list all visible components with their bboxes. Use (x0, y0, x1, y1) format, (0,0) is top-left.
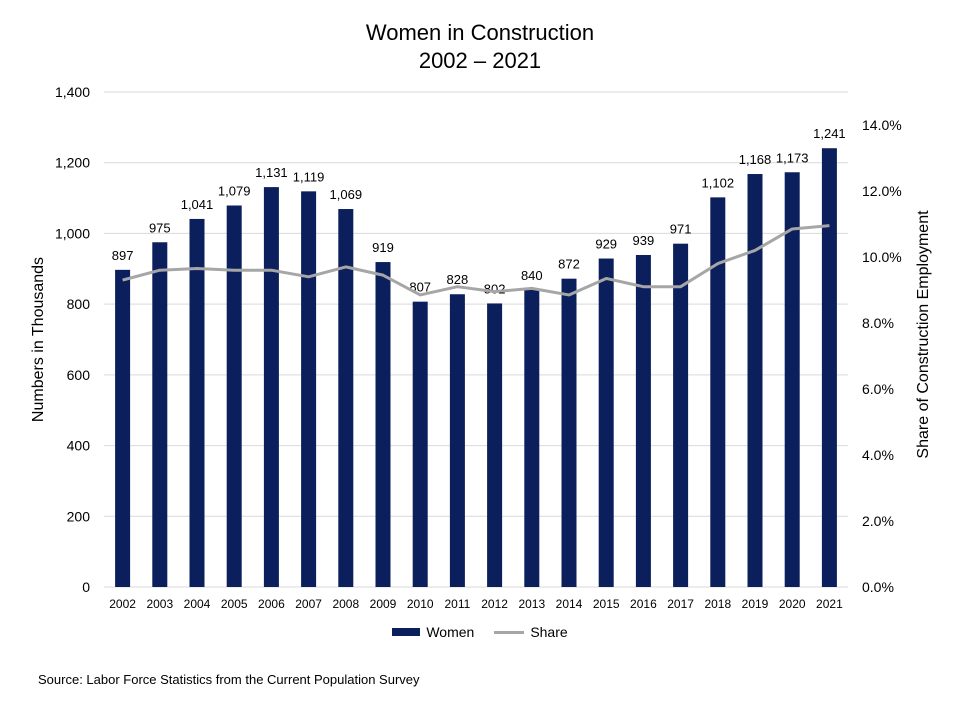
bar (710, 197, 726, 587)
bar-data-label: 939 (633, 233, 655, 248)
bar-data-label: 929 (595, 237, 617, 252)
y-left-tick-label: 1,400 (55, 84, 90, 100)
y-right-tick-label: 14.0% (862, 117, 902, 133)
bar-data-label: 1,131 (255, 165, 288, 180)
bar (673, 243, 689, 588)
x-tick-label: 2014 (556, 597, 583, 611)
x-tick-label: 2020 (779, 597, 806, 611)
bar-data-label: 919 (372, 240, 394, 255)
x-tick-label: 2018 (704, 597, 731, 611)
chart-title: Women in Construction (365, 20, 595, 45)
y-right-tick-label: 0.0% (862, 579, 894, 595)
y-right-tick-label: 4.0% (862, 447, 894, 463)
x-tick-label: 2008 (332, 597, 359, 611)
legend-label-women: Women (426, 624, 475, 640)
bar-data-label: 802 (484, 281, 506, 296)
bar-data-label: 1,168 (739, 152, 772, 167)
bar-data-label: 971 (670, 222, 692, 237)
x-tick-label: 2009 (370, 597, 397, 611)
bar (152, 242, 168, 587)
x-tick-label: 2015 (593, 597, 620, 611)
y-left-tick-label: 1,000 (55, 225, 90, 241)
source-note: Source: Labor Force Statistics from the … (38, 672, 420, 687)
y-right-axis-title: Share of Construction Employment (915, 210, 932, 459)
bar-data-label: 897 (112, 248, 134, 263)
bar-data-label: 975 (149, 220, 171, 235)
x-tick-label: 2012 (481, 597, 508, 611)
bar-data-label: 1,102 (702, 175, 735, 190)
bar (487, 303, 503, 587)
bar (784, 172, 800, 587)
x-tick-label: 2021 (816, 597, 843, 611)
y-right-tick-label: 8.0% (862, 315, 894, 331)
x-tick-label: 2002 (109, 597, 136, 611)
y-left-tick-label: 400 (67, 438, 91, 454)
bar (263, 187, 279, 587)
x-tick-label: 2017 (667, 597, 694, 611)
bar (635, 254, 651, 587)
bar (561, 278, 577, 587)
y-right-tick-label: 12.0% (862, 183, 902, 199)
bar (598, 258, 614, 587)
y-left-tick-label: 200 (67, 508, 91, 524)
y-left-tick-label: 600 (67, 367, 91, 383)
bar (524, 290, 540, 587)
legend-item-share: Share (494, 624, 568, 640)
y-left-axis-title: Numbers in Thousands (30, 257, 47, 422)
chart-subtitle: 2002 – 2021 (418, 48, 542, 73)
bar (449, 294, 465, 587)
x-tick-label: 2013 (518, 597, 545, 611)
bar (115, 269, 131, 587)
bar (375, 262, 391, 587)
bar (338, 209, 354, 587)
chart-plot: 0 200 400 600 800 1,000 1,200 1,400 0.0% 2.0% 4.0%… (30, 84, 932, 611)
x-tick-label: 2004 (184, 597, 211, 611)
bar (747, 174, 763, 587)
bar (821, 148, 837, 588)
x-tick-label: 2016 (630, 597, 657, 611)
bar-data-label: 1,079 (218, 183, 251, 198)
legend-swatch-women (392, 628, 421, 636)
x-tick-label: 2003 (146, 597, 173, 611)
x-tick-label: 2010 (407, 597, 434, 611)
x-tick-label: 2007 (295, 597, 322, 611)
share-line (122, 224, 830, 297)
y-right-tick-label: 2.0% (862, 513, 894, 529)
y-left-tick-label: 0 (82, 579, 90, 595)
bar-data-label: 1,069 (330, 187, 363, 202)
bar-data-label: 1,173 (776, 150, 809, 165)
x-tick-label: 2019 (742, 597, 769, 611)
bar (412, 301, 428, 587)
y-left-tick-label: 1,200 (55, 155, 90, 171)
bar (301, 191, 317, 587)
x-tick-label: 2006 (258, 597, 285, 611)
x-tick-label: 2011 (444, 597, 470, 611)
bar-data-label: 828 (447, 272, 469, 287)
chart-legend: Women Share (0, 624, 960, 640)
legend-label-share: Share (530, 624, 568, 640)
legend-swatch-share (494, 630, 525, 634)
bar (189, 218, 205, 588)
bar-data-label: 872 (558, 257, 580, 272)
bar-data-label: 1,241 (813, 126, 846, 141)
x-tick-label: 2005 (221, 597, 248, 611)
y-right-tick-label: 6.0% (862, 381, 894, 397)
bar-data-label: 1,119 (293, 169, 325, 184)
y-right-tick-label: 10.0% (862, 249, 902, 265)
y-left-tick-label: 800 (67, 296, 91, 312)
legend-item-women: Women (392, 624, 474, 640)
bar-data-label: 840 (521, 268, 543, 283)
bar-data-label: 1,041 (181, 197, 214, 212)
bar (226, 205, 242, 587)
